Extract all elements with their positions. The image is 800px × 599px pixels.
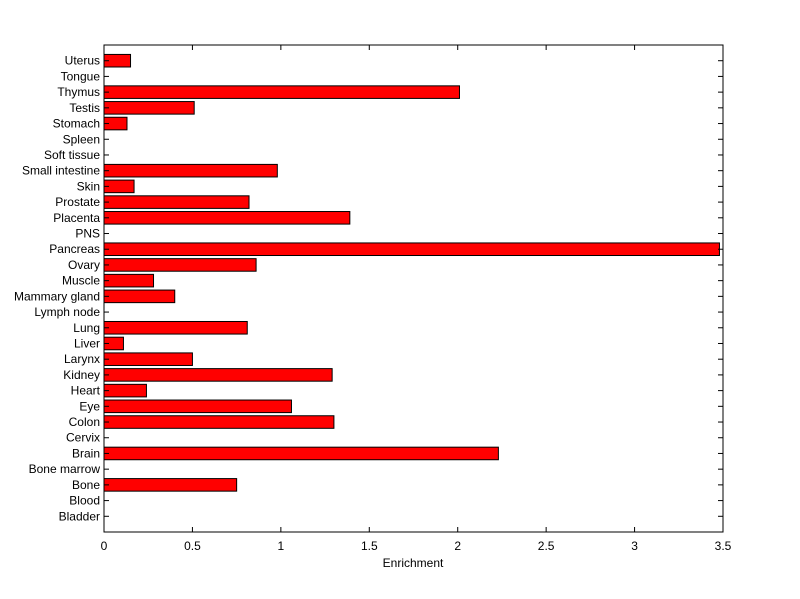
y-tick-label: Lung (73, 321, 100, 335)
y-tick-label: Spleen (63, 132, 100, 146)
y-tick-label: Ovary (68, 258, 100, 272)
y-tick-label: Eye (79, 399, 100, 413)
bar-mammary-gland (103, 289, 176, 304)
x-tick-label: 0.5 (184, 539, 201, 553)
bar-lung (103, 320, 248, 335)
x-tick-label: 0 (101, 539, 108, 553)
plot-frame (103, 44, 724, 533)
y-tick-label: Blood (69, 494, 100, 508)
y-tick-label: Pancreas (49, 242, 100, 256)
y-tick-label: Larynx (64, 352, 100, 366)
x-tick-label: 1.5 (361, 539, 378, 553)
y-tick-label: Cervix (66, 431, 100, 445)
x-tick-label: 3 (631, 539, 638, 553)
bar-kidney (103, 368, 333, 382)
y-tick-label: Kidney (63, 368, 100, 382)
y-tick-label: Bone marrow (29, 462, 101, 476)
y-tick-label: Colon (69, 415, 100, 429)
y-tick-label: Prostate (55, 195, 100, 209)
bar-muscle (103, 273, 155, 288)
y-tick-label: Stomach (53, 117, 100, 131)
ticks-layer (103, 45, 724, 532)
y-tick-label: Muscle (62, 274, 100, 288)
x-tick-label: 2 (454, 539, 461, 553)
y-tick-label: Bone (72, 478, 100, 492)
y-tick-label: Placenta (53, 211, 100, 225)
y-tick-label: Bladder (59, 509, 100, 523)
y-tick-label: Soft tissue (44, 148, 100, 162)
bars-layer (103, 53, 720, 492)
bar-bone (103, 478, 238, 492)
bar-testis (103, 101, 195, 115)
y-tick-label: Brain (72, 446, 100, 460)
y-tick-label: Small intestine (22, 164, 100, 178)
bar-ovary (103, 258, 257, 272)
y-tick-label: Uterus (65, 54, 100, 68)
bar-heart (103, 383, 147, 398)
bar-thymus (103, 85, 460, 99)
bar-small-intestine (103, 163, 278, 178)
bar-placenta (103, 211, 351, 225)
y-tick-label: Lymph node (34, 305, 100, 319)
y-tick-label: Testis (69, 101, 100, 115)
x-tick-label: 1 (278, 539, 285, 553)
bar-larynx (103, 352, 193, 366)
bar-eye (103, 399, 292, 414)
y-tick-label: PNS (75, 227, 100, 241)
y-tick-label: Tongue (61, 69, 101, 83)
x-tick-label: 2.5 (538, 539, 555, 553)
bar-colon (103, 415, 335, 429)
y-tick-label: Liver (74, 336, 100, 350)
y-tick-label: Thymus (57, 85, 100, 99)
bar-brain (103, 446, 499, 461)
bar-pancreas (103, 242, 720, 257)
bar-prostate (103, 195, 250, 209)
x-tick-label: 3.5 (715, 539, 732, 553)
x-axis-title: Enrichment (383, 556, 444, 570)
y-tick-label: Skin (77, 179, 100, 193)
y-tick-label: Mammary gland (14, 289, 100, 303)
y-tick-label: Heart (71, 384, 101, 398)
